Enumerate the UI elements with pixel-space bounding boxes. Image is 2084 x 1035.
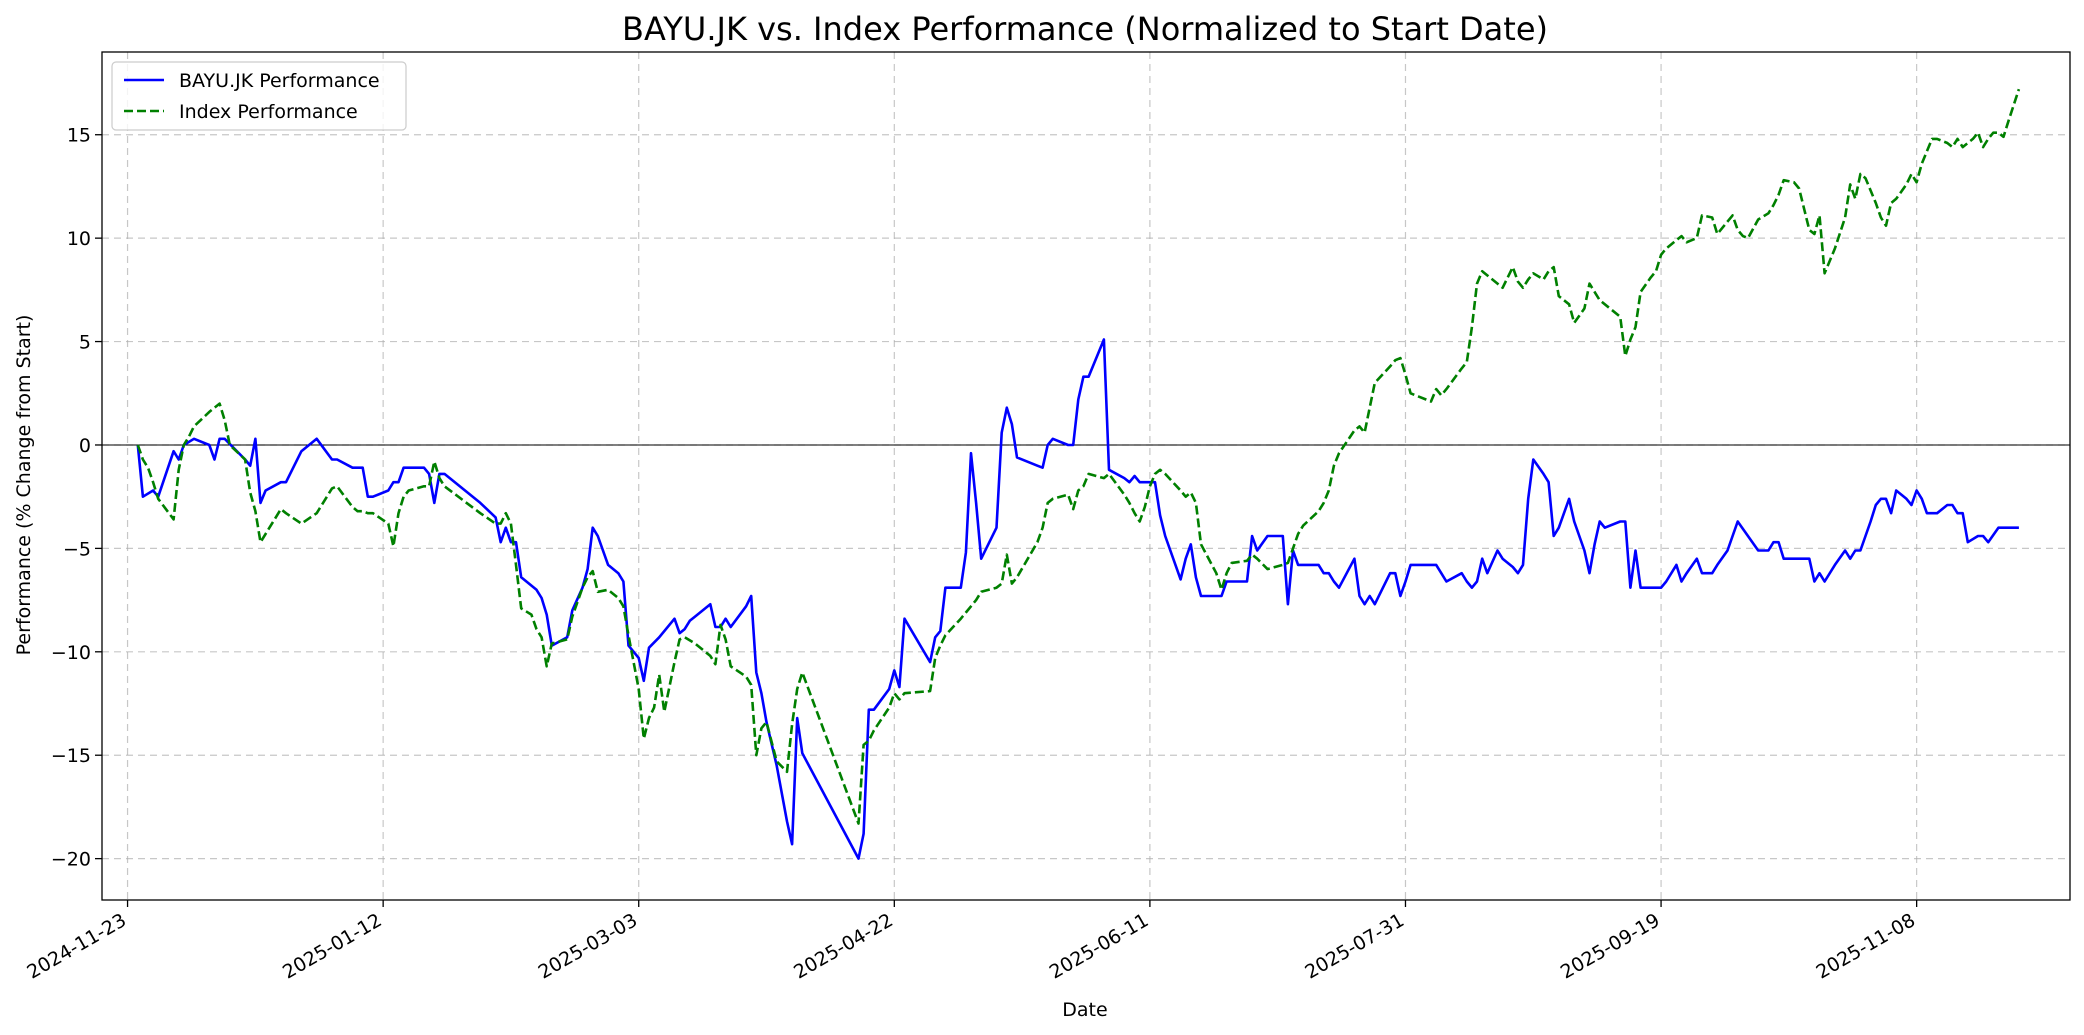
series-line-bayu bbox=[136, 338, 2019, 860]
x-tick-label: 2025-11-08 bbox=[1813, 909, 1920, 983]
y-tick-label: −5 bbox=[63, 538, 91, 560]
y-tick-label: −20 bbox=[51, 849, 91, 871]
y-tick-label: −10 bbox=[51, 642, 91, 664]
x-tick-label: 2025-09-19 bbox=[1557, 909, 1664, 983]
x-tick-label: 2025-07-31 bbox=[1301, 909, 1408, 983]
legend-label-index: Index Performance bbox=[179, 101, 358, 123]
legend: BAYU.JK Performance Index Performance bbox=[111, 61, 407, 131]
chart-title: BAYU.JK vs. Index Performance (Normalize… bbox=[622, 10, 1548, 48]
y-tick-label: 5 bbox=[79, 332, 91, 354]
plot-frame bbox=[101, 51, 2071, 901]
y-tick-label: 0 bbox=[79, 435, 91, 457]
x-tick-label: 2024-11-23 bbox=[23, 909, 130, 983]
x-tick-label: 2025-06-11 bbox=[1046, 909, 1153, 983]
x-tick-label: 2025-03-03 bbox=[535, 909, 642, 983]
y-tick-label: −15 bbox=[51, 745, 91, 767]
x-axis-label: Date bbox=[1062, 999, 1107, 1021]
legend-label-bayu: BAYU.JK Performance bbox=[179, 70, 380, 92]
x-axis-ticks: 2024-11-23 2025-01-12 2025-03-03 2025-04-22… bbox=[23, 900, 1919, 984]
x-tick-label: 2025-01-12 bbox=[279, 909, 386, 983]
y-axis-ticks: −20 −15 −10 −5 0 5 10 15 bbox=[51, 125, 102, 871]
series-line-index bbox=[136, 88, 2021, 825]
x-tick-label: 2025-04-22 bbox=[790, 909, 897, 983]
series-layer bbox=[136, 88, 2021, 860]
grid-lines bbox=[102, 52, 2070, 900]
y-axis-label: Performance (% Change from Start) bbox=[13, 315, 35, 656]
legend-box bbox=[111, 61, 407, 131]
y-tick-label: 15 bbox=[67, 125, 91, 147]
y-tick-label: 10 bbox=[67, 228, 91, 250]
